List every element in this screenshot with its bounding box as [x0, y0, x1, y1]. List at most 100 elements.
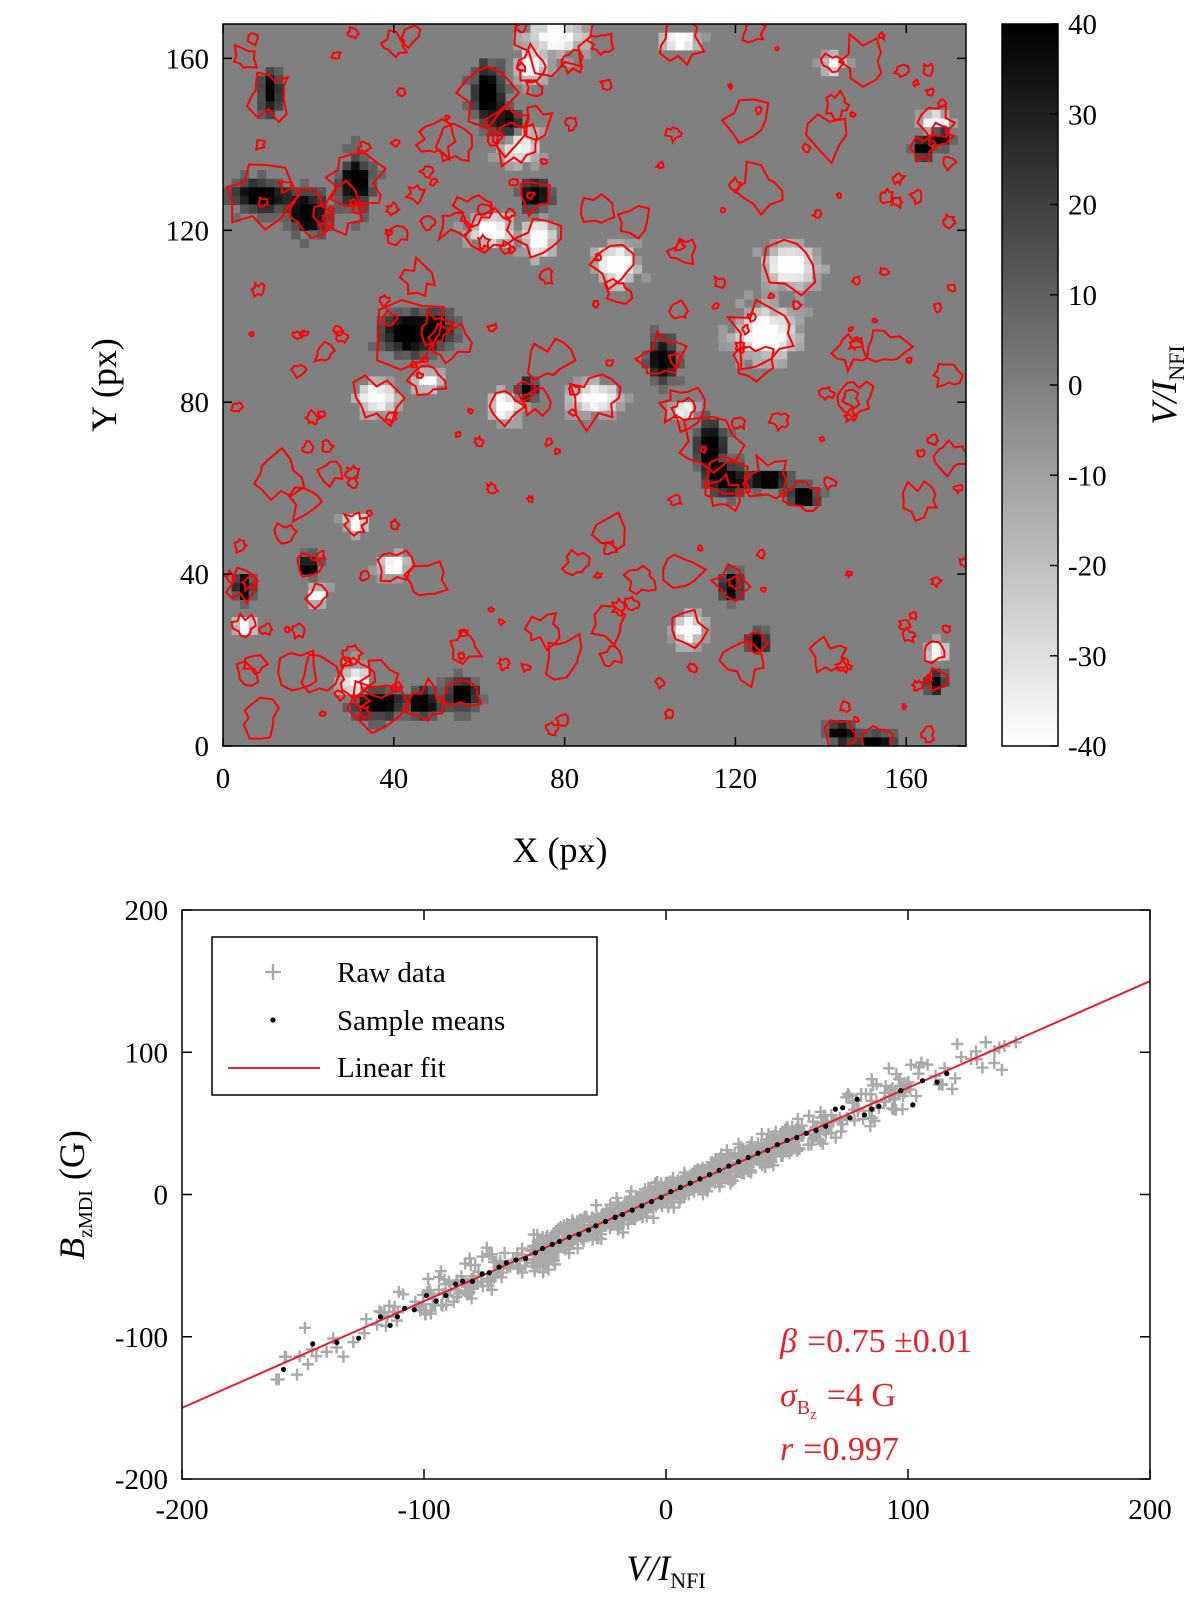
magnetogram-cell: [914, 144, 924, 154]
magnetogram-contours: [223, 24, 966, 746]
magnetogram-cell: [453, 694, 463, 704]
magnetogram-cell: [402, 556, 412, 567]
magnetogram-cell: [923, 118, 933, 128]
magnetogram-cell: [342, 685, 352, 696]
magnetogram-frame: [222, 23, 967, 747]
magnetogram-cell: [940, 677, 950, 687]
fit-statistics: β =0.75 ±0.01 σBz =4 G r =0.997: [779, 1323, 972, 1468]
legend-raw-label: Raw data: [337, 957, 446, 989]
magnetogram-cell: [538, 152, 549, 163]
magnetogram-cell: [931, 135, 941, 145]
magnetogram-cell: [240, 187, 250, 197]
magnetogram-contour: [415, 371, 425, 380]
sample-mean-point: [387, 1322, 393, 1328]
magnetogram-cell: [521, 32, 532, 42]
magnetogram-cell: [709, 445, 719, 455]
magnetogram-cell: [359, 677, 369, 687]
magnetogram-contour: [332, 324, 345, 338]
magnetogram-cell: [761, 634, 771, 644]
magnetogram-cell: [624, 256, 634, 266]
sample-mean-point: [745, 1154, 751, 1161]
magnetogram-cell: [351, 161, 361, 171]
magnetogram-cell: [538, 195, 549, 206]
magnetogram-cell: [624, 393, 634, 403]
magnetogram-cell: [462, 694, 472, 704]
sample-mean-points: [281, 1070, 950, 1373]
magnetogram-contour: [352, 374, 407, 428]
scatter-x-label-sub: NFI: [670, 1568, 705, 1593]
magnetogram-cell: [419, 333, 429, 343]
magnetogram-contour: [379, 29, 409, 59]
raw-data-point: [278, 1350, 291, 1363]
scatter-y-ticks: 200 100 0 -100 -200: [115, 895, 1150, 1496]
magnetogram-cell: [795, 264, 805, 274]
magnetogram-cell: [923, 651, 933, 661]
magnetogram-cell: [530, 393, 540, 403]
magnetogram-cell: [393, 694, 403, 704]
sample-mean-point: [697, 1176, 703, 1182]
magnetogram-cell: [752, 625, 762, 635]
magnetogram-cell: [923, 109, 933, 120]
magnetogram-cell: [223, 187, 233, 197]
magnetogram-cell: [735, 299, 745, 309]
magnetogram-cell: [504, 419, 514, 429]
magnetogram-cell: [359, 402, 369, 412]
raw-data-point: [715, 1148, 728, 1161]
magnetogram-cell: [786, 333, 796, 343]
magnetogram-cell: [308, 187, 318, 197]
magnetogram-contour: [473, 434, 485, 448]
magnetogram-cell: [726, 342, 737, 352]
magnetogram-contour: [697, 544, 704, 552]
sigma-annotation: σBz =4 G: [780, 1377, 896, 1423]
magnetogram-cell: [513, 32, 523, 42]
raw-data-point: [552, 1222, 565, 1235]
magnetogram-cell: [240, 574, 250, 584]
magnetogram-cell: [257, 213, 267, 223]
magnetogram-contour: [810, 209, 823, 219]
magnetogram-cell: [786, 247, 796, 257]
raw-data-point: [347, 1336, 360, 1349]
magnetogram-cell: [829, 737, 839, 746]
sample-mean-point: [813, 1127, 819, 1134]
magnetogram-cell: [496, 144, 506, 154]
magnetogram-cell: [325, 582, 335, 592]
magnetogram-cell: [735, 574, 745, 584]
magnetogram-contour: [327, 205, 335, 214]
magnetogram-cell: [385, 324, 395, 335]
magnetogram-cell: [436, 703, 446, 713]
magnetogram-cell: [573, 402, 583, 412]
sample-mean-point: [706, 1171, 713, 1178]
magnetogram-cell: [479, 58, 489, 68]
magnetogram-cell: [812, 256, 822, 266]
raw-data-point: [360, 1313, 373, 1326]
magnetogram-contour: [376, 299, 445, 371]
magnetogram-cell: [812, 247, 822, 257]
magnetogram-contour: [746, 311, 757, 323]
magnetogram-cell: [274, 84, 284, 94]
magnetogram-contour: [598, 78, 613, 91]
magnetogram-contour: [616, 204, 651, 240]
magnetogram-cell: [479, 127, 489, 137]
sample-mean-point: [898, 1088, 904, 1094]
magnetogram-cell: [308, 548, 318, 558]
magnetogram-cell: [351, 651, 361, 661]
magnetogram-cell: [402, 307, 412, 317]
scatter-x-tick-label: -200: [155, 1494, 208, 1526]
magnetogram-cell: [615, 247, 625, 257]
magnetogram-cell: [769, 307, 779, 317]
magnetogram-cell: [607, 256, 617, 266]
magnetogram-cell: [709, 470, 719, 481]
magnetogram-cell: [530, 49, 540, 59]
magnetogram-contour: [836, 380, 875, 419]
magnetogram-cell: [487, 101, 497, 111]
magnetogram-cell: [513, 385, 523, 395]
raw-data-point: [537, 1266, 550, 1279]
magnetogram-contour: [313, 550, 328, 562]
magnetogram-cell: [479, 84, 489, 94]
sample-mean-point: [619, 1211, 626, 1218]
magnetogram-cell: [684, 402, 694, 412]
magnetogram-cell: [752, 307, 762, 317]
magnetogram-cell: [342, 668, 352, 678]
magnetogram-contour: [905, 356, 913, 365]
magnetogram-contour: [946, 283, 957, 293]
